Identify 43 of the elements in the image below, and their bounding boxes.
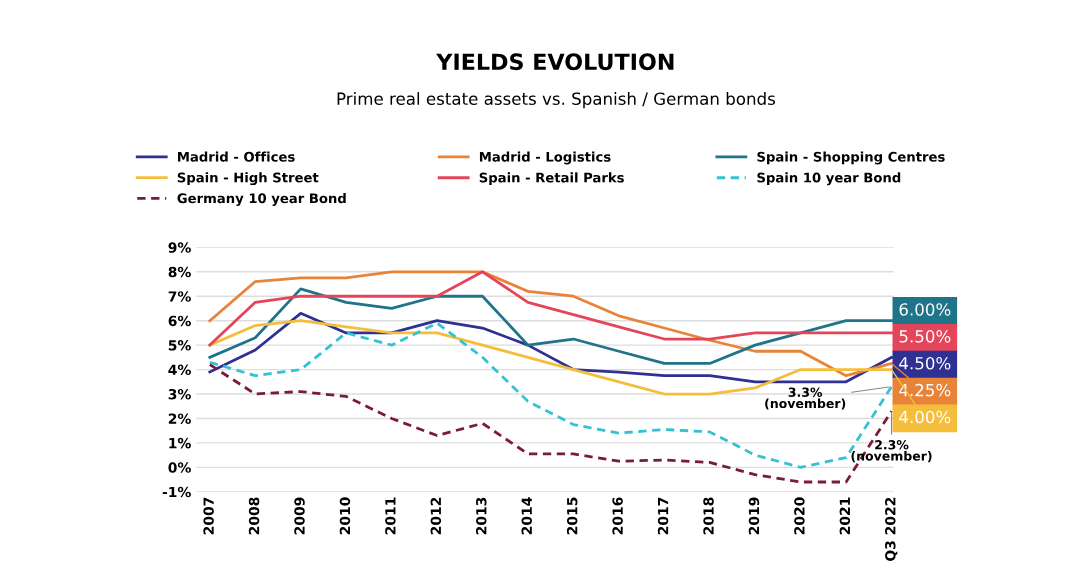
annotation: 2.3% (november) — [851, 440, 932, 463]
x-tick-label: Q3 2022 — [885, 497, 898, 561]
y-tick-label: 1% — [169, 437, 191, 449]
y-tick-label: 6% — [168, 315, 191, 327]
data-label: 5.50% — [899, 330, 951, 343]
y-tick-label: 9% — [168, 242, 191, 253]
legend-label: Spain - Shopping Centres — [757, 151, 945, 165]
legend-label: Spain - Retail Parks — [479, 172, 624, 186]
data-label: 6.00% — [899, 303, 951, 316]
legend-label: Madrid - Offices — [178, 151, 295, 162]
chart-title: YIELDS EVOLUTION — [436, 53, 674, 71]
legend-label: Madrid - Logistics — [479, 151, 611, 165]
legend-label: Spain 10 year Bond — [757, 172, 901, 186]
x-tick-label: 2021 — [839, 497, 851, 535]
x-tick-label: 2007 — [203, 497, 214, 535]
x-tick-label: 2017 — [657, 497, 669, 535]
x-tick-label: 2009 — [294, 497, 305, 535]
y-tick-label: 2% — [168, 413, 191, 424]
y-tick-label: 0% — [168, 462, 191, 473]
data-label: 4.25% — [899, 383, 951, 397]
y-tick-label: 8% — [168, 266, 191, 278]
x-tick-label: 2012 — [430, 497, 442, 535]
x-tick-label: 2020 — [794, 497, 805, 535]
x-tick-label: 2010 — [339, 497, 351, 535]
y-tick-label: 7% — [168, 291, 191, 302]
y-tick-label: 5% — [168, 340, 191, 351]
y-tick-label: -1% — [162, 486, 191, 498]
x-tick-label: 2008 — [248, 497, 260, 535]
x-tick-label: 2019 — [748, 497, 760, 535]
x-tick-label: 2014 — [521, 497, 532, 535]
x-tick-label: 2016 — [612, 497, 623, 535]
chart-subtitle: Prime real estate assets vs. Spanish / German bonds — [337, 92, 776, 109]
y-tick-label: 4% — [168, 364, 191, 376]
x-tick-label: 2011 — [385, 497, 396, 535]
x-tick-label: 2015 — [566, 497, 578, 535]
x-tick-label: 2018 — [703, 497, 714, 535]
legend-label: Spain - High Street — [177, 172, 319, 186]
annotation: 3.3% (november) — [765, 387, 846, 410]
data-label: 4.00% — [899, 410, 951, 424]
legend-label: Germany 10 year Bond — [177, 193, 346, 206]
y-tick-label: 3% — [168, 388, 191, 400]
x-tick-label: 2013 — [476, 497, 487, 535]
data-label: 4.50% — [899, 356, 951, 370]
